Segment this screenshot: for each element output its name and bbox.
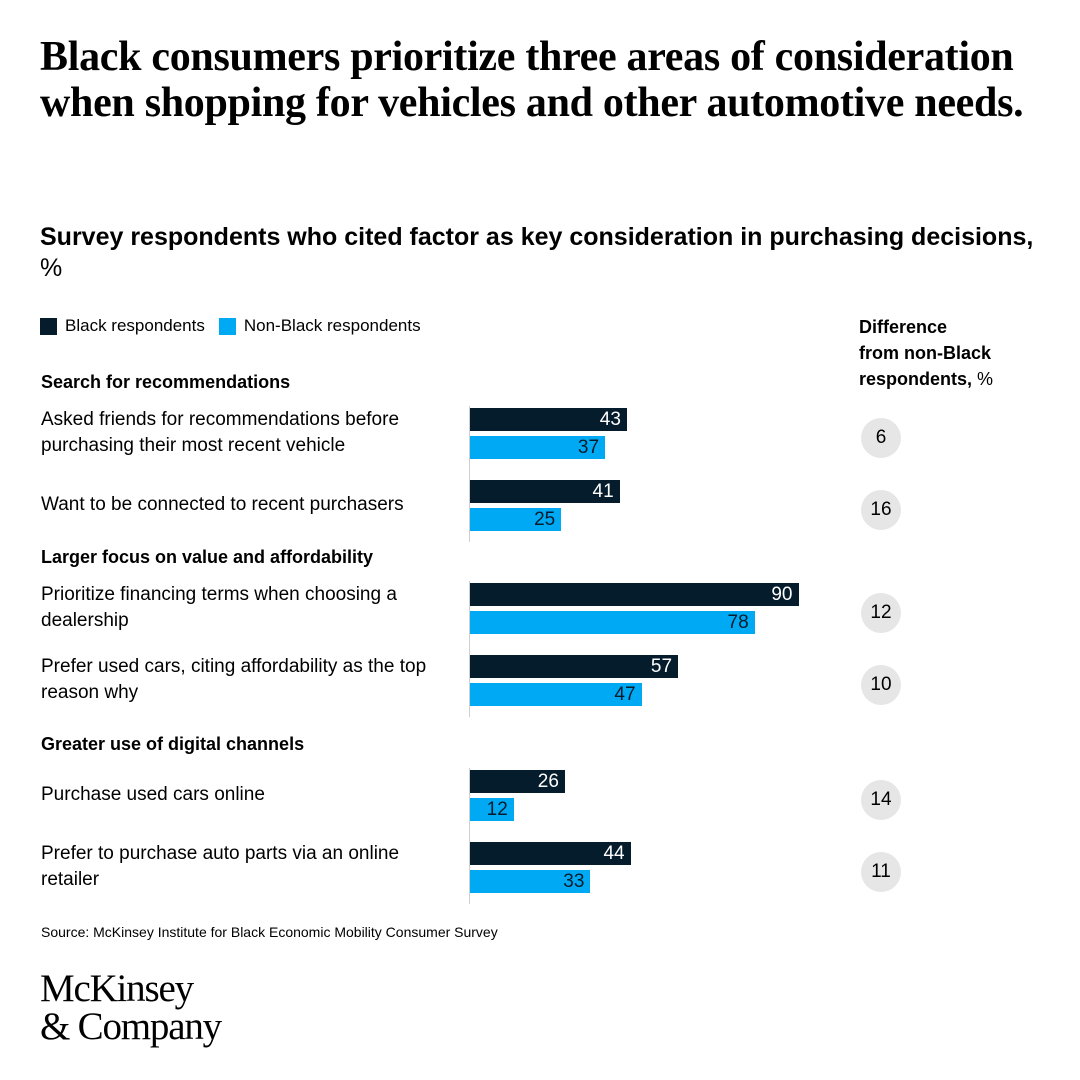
bar-value-label: 12 (486, 799, 508, 820)
difference-badge: 10 (861, 665, 901, 705)
group-label-1: Search for recommendations (41, 372, 291, 392)
chart-subtitle: Survey respondents who cited factor as k… (40, 222, 1040, 284)
legend: Black respondents Non-Black respondents (40, 316, 435, 336)
bar-value-label: 44 (603, 843, 625, 864)
difference-badge: 14 (861, 780, 901, 820)
difference-badge: 11 (861, 852, 901, 892)
bar-black: 44 (470, 842, 631, 865)
bar-value-label: 25 (534, 509, 556, 530)
bar-black: 26 (470, 770, 565, 793)
bar-nonblack: 25 (470, 508, 562, 531)
diff-header-line1: Difference (859, 317, 948, 337)
bar-value-label: 78 (727, 612, 749, 633)
row-label: Prefer used cars, citing affordability a… (41, 656, 427, 703)
bar-black: 43 (470, 408, 627, 431)
row-label: Prefer to purchase auto parts via an onl… (41, 843, 400, 890)
chart-title: Black consumers prioritize three areas o… (40, 34, 1024, 126)
bar-value-label: 37 (577, 437, 600, 458)
bar-black: 57 (470, 655, 679, 678)
bar-black: 41 (470, 480, 620, 503)
bar-black: 90 (470, 583, 799, 606)
row-label: Purchase used cars online (41, 784, 265, 805)
mckinsey-logo: McKinsey & Company (40, 967, 222, 1048)
difference-badge: 16 (861, 490, 901, 530)
bar-nonblack: 37 (470, 436, 606, 459)
bar-nonblack: 33 (470, 870, 591, 893)
bar-value-label: 26 (537, 771, 559, 792)
logo-line2: & Company (40, 1005, 222, 1048)
legend-item-black: Black respondents (40, 316, 205, 336)
legend-swatch-black (40, 317, 57, 335)
source-note: Source: McKinsey Institute for Black Eco… (41, 924, 498, 940)
bar-value-label: 57 (650, 656, 673, 677)
legend-label-black: Black respondents (65, 316, 205, 335)
bar-value-label: 90 (771, 584, 793, 605)
bar-value-label: 43 (599, 409, 621, 430)
bar-value-label: 33 (563, 871, 585, 892)
row-label: Asked friends for recommendations before… (41, 409, 400, 456)
group-label-2: Larger focus on value and affordability (41, 547, 374, 567)
bar-nonblack: 12 (470, 798, 514, 821)
diff-header-line2: from non-Black (859, 343, 992, 363)
axis-line-1 (469, 406, 470, 542)
axis-line-2 (469, 581, 470, 717)
diff-header-unit: % (972, 369, 994, 389)
bar-nonblack: 78 (470, 611, 755, 634)
bar-value-label: 47 (614, 684, 636, 705)
logo-line1: McKinsey (40, 967, 194, 1010)
bar-value-label: 41 (592, 481, 614, 502)
diff-header-line3: respondents, (859, 369, 973, 389)
difference-badge: 12 (861, 593, 901, 633)
subtitle-unit: % (40, 254, 63, 282)
difference-column-header: Difference from non-Black respondents, % (859, 314, 993, 392)
row-label: Want to be connected to recent purchaser… (41, 494, 404, 515)
legend-swatch-nonblack (218, 317, 236, 335)
row-label: Prioritize financing terms when choosing… (41, 584, 397, 631)
legend-item-nonblack: Non-Black respondents (218, 316, 421, 336)
axis-line-3 (469, 768, 470, 904)
bar-nonblack: 47 (470, 683, 642, 706)
group-label-3: Greater use of digital channels (41, 734, 305, 754)
difference-badge: 6 (861, 418, 901, 458)
legend-label-nonblack: Non-Black respondents (243, 316, 421, 335)
subtitle-text: Survey respondents who cited factor as k… (40, 223, 1034, 251)
